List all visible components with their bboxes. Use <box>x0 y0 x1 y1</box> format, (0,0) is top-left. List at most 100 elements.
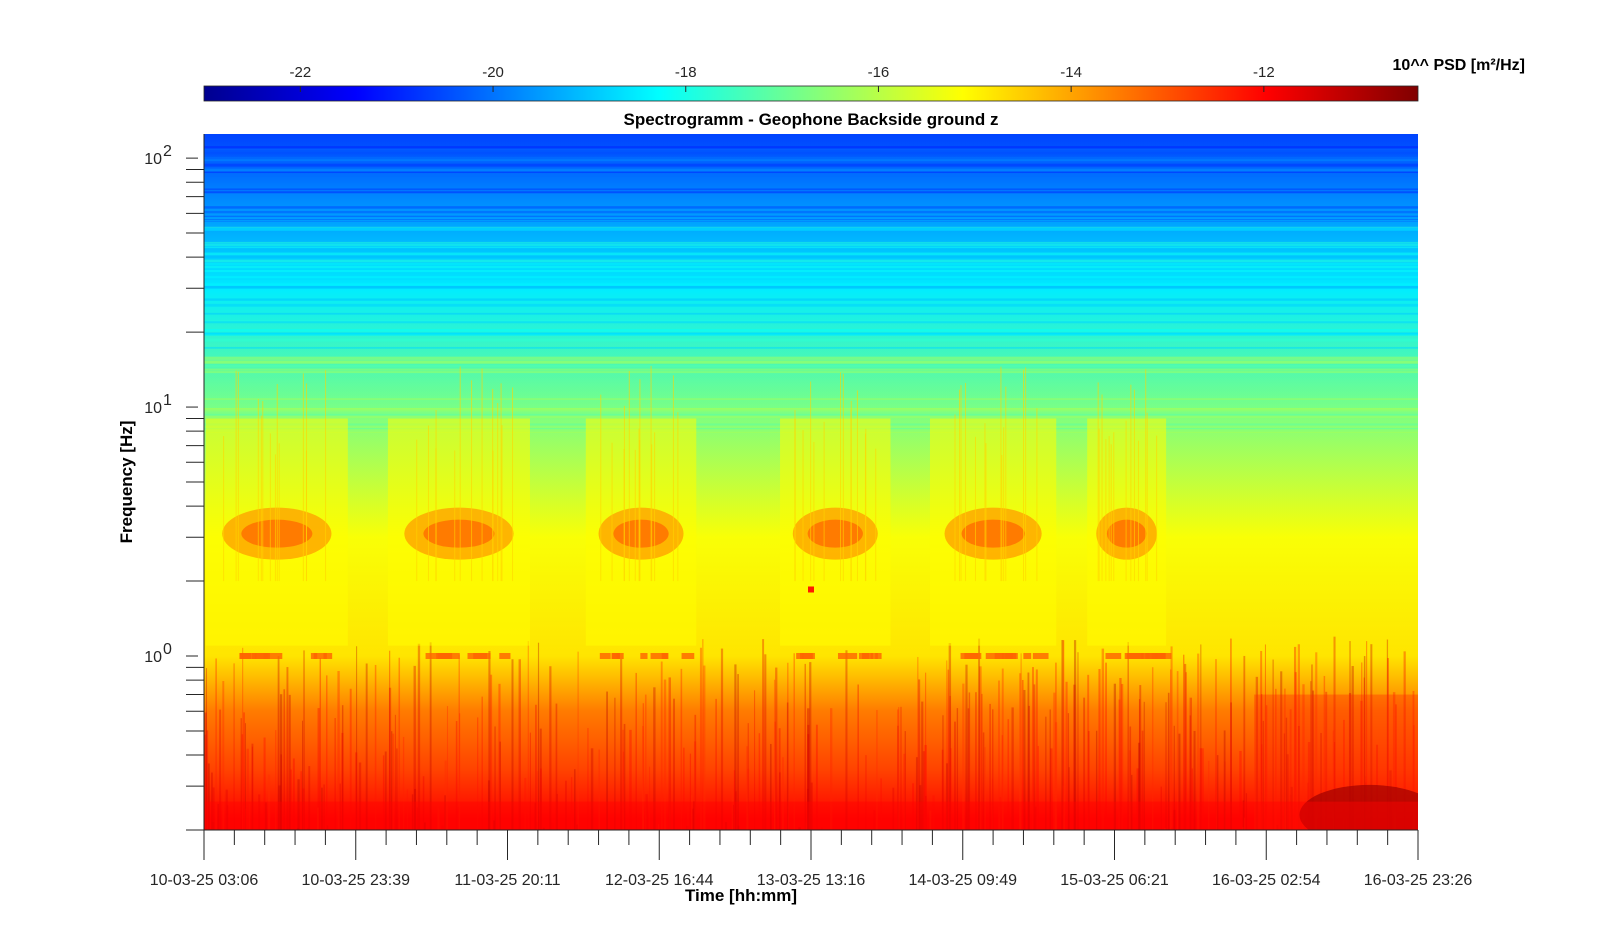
time-streak <box>358 762 362 830</box>
time-streak <box>873 810 876 830</box>
time-streak <box>693 801 695 830</box>
time-streak <box>1131 774 1133 830</box>
time-streak <box>398 657 401 830</box>
time-streak <box>264 802 268 830</box>
time-streak <box>1223 730 1226 830</box>
time-streak <box>663 679 667 830</box>
time-streak <box>207 763 210 830</box>
one-hz-band <box>985 653 1004 659</box>
time-streak <box>1170 669 1172 830</box>
frequency-line <box>204 227 1418 231</box>
time-streak <box>733 770 736 830</box>
frequency-line <box>204 332 1418 336</box>
time-streak <box>946 660 948 830</box>
activity-streak <box>276 384 278 582</box>
time-streak <box>1035 669 1038 830</box>
one-hz-band <box>1105 653 1122 659</box>
time-streak <box>998 680 1000 830</box>
frequency-line <box>204 283 1418 286</box>
frequency-line <box>204 191 1418 194</box>
time-streak <box>925 672 927 830</box>
frequency-line <box>204 276 1418 279</box>
time-streak <box>1403 651 1406 830</box>
time-streak <box>932 795 935 830</box>
time-streak <box>413 788 417 830</box>
time-streak <box>912 783 915 830</box>
frequency-line <box>204 161 1418 163</box>
time-streak <box>1073 640 1077 830</box>
activity-core <box>613 519 669 548</box>
time-streak <box>918 679 921 830</box>
time-streak <box>587 727 589 830</box>
time-streak <box>1387 658 1389 830</box>
frequency-line <box>204 303 1418 307</box>
one-hz-band <box>681 653 695 659</box>
x-tick-label: 16-03-25 02:54 <box>1212 872 1321 889</box>
time-streak <box>292 758 295 830</box>
time-streak <box>1242 827 1245 830</box>
time-streak <box>300 771 302 830</box>
time-streak <box>297 779 300 830</box>
time-streak <box>1333 636 1336 830</box>
time-streak <box>1348 693 1352 830</box>
colorbar-gradient <box>203 85 1419 102</box>
time-streak <box>1020 653 1022 830</box>
time-streak <box>657 824 659 830</box>
frequency-line <box>204 285 1418 289</box>
time-streak <box>798 827 801 830</box>
time-streak <box>694 714 697 830</box>
time-streak <box>251 743 254 830</box>
spectrogram-features <box>204 146 1418 830</box>
time-streak <box>1002 824 1005 830</box>
frequency-line <box>204 371 1418 374</box>
activity-streak <box>1133 389 1135 582</box>
time-streak <box>1325 691 1328 830</box>
x-tick-label: 13-03-25 13:16 <box>757 872 866 889</box>
time-streak <box>786 702 789 830</box>
time-streak <box>590 748 594 830</box>
time-streak <box>787 662 789 830</box>
time-streak <box>1349 641 1351 830</box>
time-streak <box>1311 664 1313 830</box>
time-streak <box>211 821 215 830</box>
time-streak <box>948 643 952 830</box>
activity-streak <box>600 394 602 582</box>
time-streak <box>962 683 965 830</box>
activity-streak <box>269 433 271 582</box>
time-streak <box>622 729 624 830</box>
time-streak <box>477 717 479 830</box>
time-streak <box>1011 707 1014 830</box>
frequency-line <box>204 167 1418 170</box>
time-streak <box>244 808 246 830</box>
frequency-line <box>204 312 1418 315</box>
time-streak <box>303 650 305 830</box>
activity-streak <box>651 444 653 582</box>
time-streak <box>787 786 789 830</box>
y-tick-exponent: 0 <box>163 641 172 658</box>
frequency-line <box>204 150 1418 152</box>
time-streak <box>1136 768 1139 830</box>
time-streak <box>1312 690 1315 830</box>
time-streak <box>251 746 253 830</box>
frequency-line <box>204 328 1418 332</box>
frequency-line <box>204 277 1418 281</box>
time-streak <box>1297 725 1300 830</box>
activity-streak <box>454 450 456 582</box>
frequency-line <box>204 156 1418 160</box>
activity-streak <box>1145 369 1147 582</box>
frequency-line <box>204 241 1418 243</box>
time-streak <box>903 753 906 830</box>
time-streak <box>1230 702 1232 830</box>
activity-streak <box>1146 412 1148 582</box>
time-streak <box>693 741 697 830</box>
frequency-line <box>204 218 1418 221</box>
frequency-line <box>204 357 1418 361</box>
one-hz-band <box>1145 653 1158 659</box>
one-hz-band <box>467 653 488 659</box>
time-streak <box>211 772 213 830</box>
time-streak <box>307 828 310 830</box>
activity-streak <box>302 373 304 582</box>
one-hz-band <box>499 653 511 659</box>
activity-streak <box>1110 444 1112 582</box>
